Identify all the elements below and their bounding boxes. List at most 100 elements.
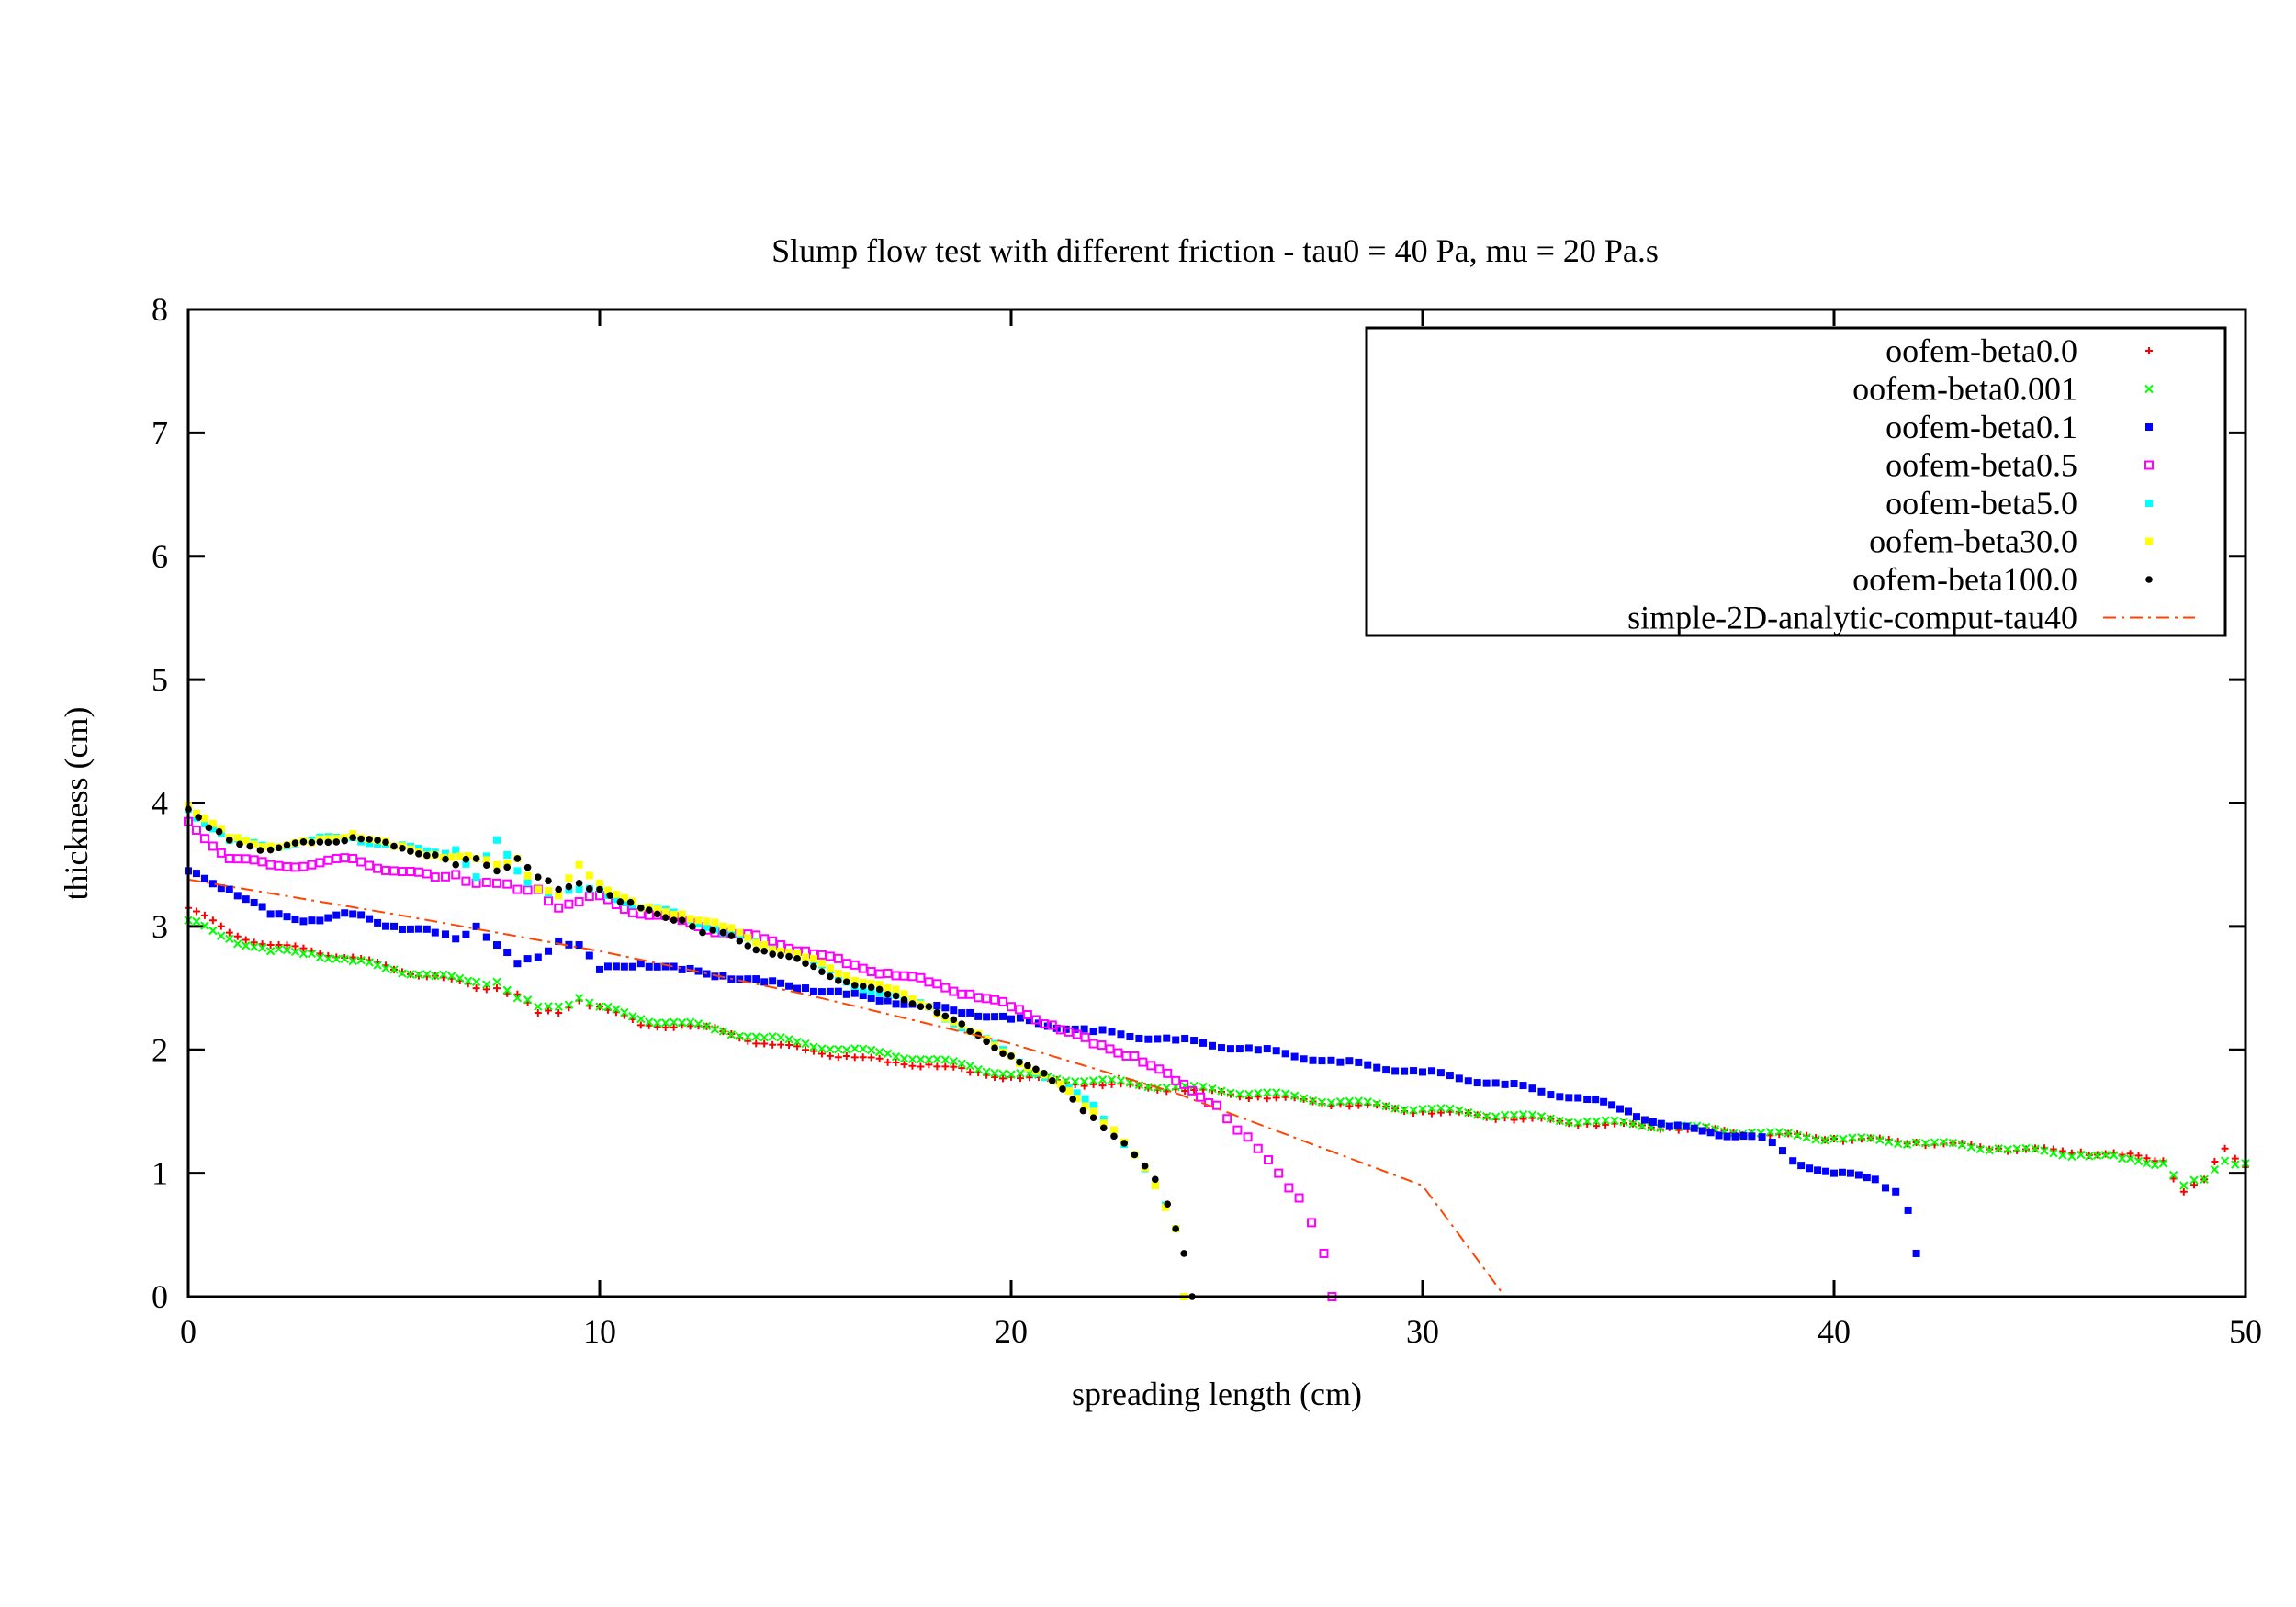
data-point [1436,1069,1445,1077]
data-point [574,994,584,1003]
data-point [1806,1164,1814,1173]
data-point [544,1002,553,1011]
data-point [990,1069,999,1078]
chart-title: Slump flow test with different friction … [771,232,1659,269]
data-point [265,860,276,870]
data-point [2211,1157,2219,1165]
data-point [275,910,283,918]
data-point [389,866,399,876]
data-point [842,1045,851,1054]
data-point [299,917,308,926]
series-oofem-beta0.1 [185,867,1920,1257]
data-point [957,989,967,999]
data-point [1163,1068,1173,1078]
data-point [711,918,719,927]
data-point [332,835,341,843]
y-tick-label: 1 [152,1155,168,1192]
data-point [242,895,250,904]
data-point [575,880,583,887]
data-point [1187,1085,1198,1096]
data-point [949,1057,958,1066]
data-point [1041,1070,1048,1077]
data-point [341,837,349,845]
data-point [307,949,317,959]
data-point [1099,1119,1108,1128]
data-point [933,1008,941,1017]
data-point [554,1002,563,1011]
series-oofem-beta0.5 [184,816,1337,1301]
data-point [833,953,843,963]
data-point [736,937,744,945]
data-point [603,886,612,894]
data-point [205,824,213,832]
data-point [298,949,309,959]
data-point [554,903,564,913]
data-point [719,972,727,980]
y-tick-label: 3 [152,908,168,945]
data-point [974,1012,983,1020]
data-point [1007,1015,1015,1023]
x-tick-label: 40 [1818,1313,1851,1350]
data-point [315,858,325,868]
data-point [472,873,480,882]
data-point [891,971,901,981]
data-point [982,1067,991,1076]
data-point [545,877,552,884]
data-point [1117,1030,1125,1039]
data-point [678,910,686,918]
data-point [1427,1109,1435,1118]
data-point [208,825,217,833]
data-point [323,954,333,963]
data-point [315,953,325,962]
data-point [233,892,242,900]
data-point [1110,1132,1118,1141]
data-point [1528,1084,1536,1093]
data-point [702,1021,712,1031]
data-point [502,985,512,995]
data-point [1080,1082,1088,1090]
data-point [809,1047,817,1055]
data-point [564,899,574,909]
data-point [523,863,532,871]
data-point [1892,1187,1900,1196]
data-point [612,895,620,904]
data-point [620,962,628,971]
data-point [373,961,382,970]
data-point [291,916,299,924]
data-point [1419,1068,1426,1076]
data-point [752,946,760,954]
data-point [1930,1138,1940,1147]
data-point [1345,1102,1354,1110]
data-point [1665,1122,1673,1130]
x-tick-label: 10 [583,1313,616,1350]
data-point [503,863,511,871]
data-point [1263,1088,1272,1097]
legend-marker [2144,384,2154,394]
data-point [1829,1134,1839,1143]
data-point [233,932,242,940]
legend-box [1365,326,2227,637]
data-point [677,1017,687,1028]
data-point [983,1013,991,1021]
data-point [1345,1057,1354,1065]
data-point [875,1054,884,1062]
data-point [1481,1111,1491,1121]
data-point [513,855,522,862]
data-point [859,978,867,986]
data-point [406,970,415,979]
data-point [1863,1174,1871,1182]
data-point [1327,1056,1335,1064]
data-point [925,1003,933,1011]
data-point [777,947,785,955]
data-point [1706,1129,1715,1137]
data-point [555,885,562,893]
data-point [1657,1119,1665,1128]
data-point [1446,1072,1454,1080]
data-point [565,886,573,894]
data-point [678,965,686,973]
data-point [1217,1086,1226,1096]
data-point [200,921,209,930]
data-point [1748,1132,1756,1141]
data-point [534,1002,543,1011]
data-point [719,928,727,937]
